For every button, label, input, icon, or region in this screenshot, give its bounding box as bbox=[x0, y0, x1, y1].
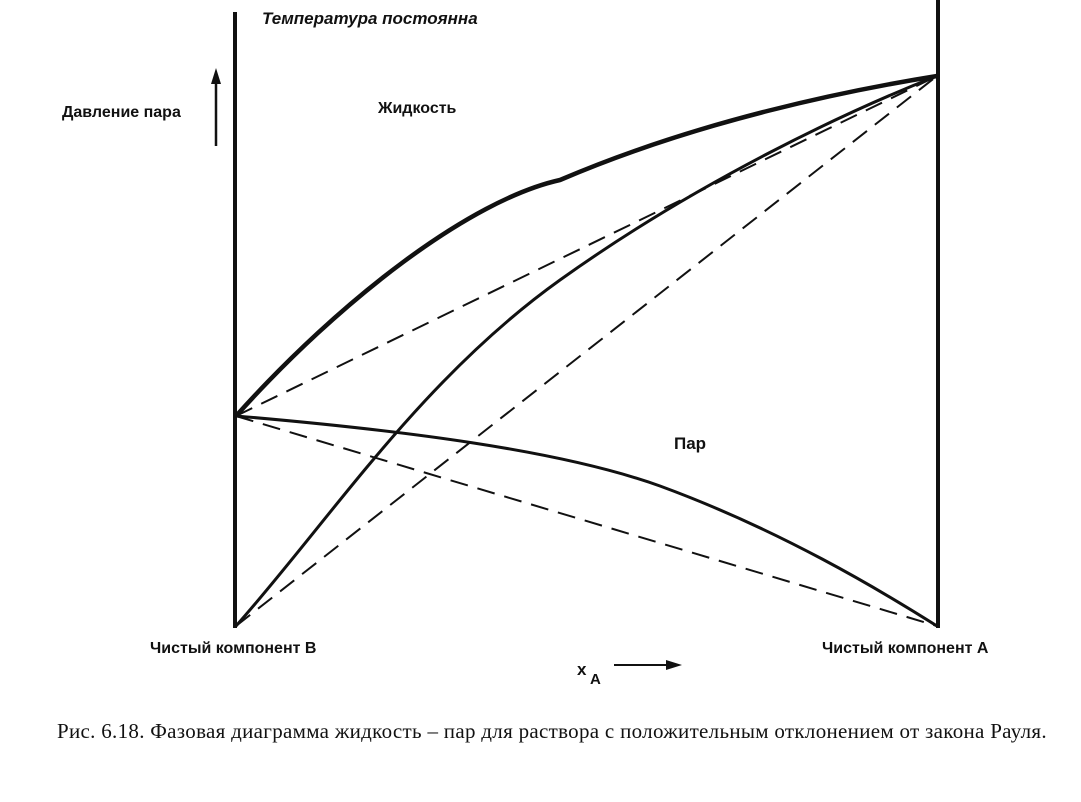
x-axis-label: x bbox=[577, 660, 587, 679]
raoult-a-line bbox=[235, 75, 938, 627]
region-liquid-label: Жидкость bbox=[377, 100, 457, 117]
right-end-label: Чистый компонент А bbox=[822, 640, 989, 657]
vapor-curve-a bbox=[234, 74, 938, 627]
liquid-curve bbox=[234, 73, 938, 418]
y-axis-arrow-head bbox=[211, 68, 221, 84]
x-axis-subscript: A bbox=[590, 671, 601, 688]
figure-caption: Рис. 6.18. Фазовая диаграмма жидкость – … bbox=[57, 719, 1047, 743]
raoult-b-line bbox=[235, 415, 938, 627]
left-end-label: Чистый компонент В bbox=[150, 640, 316, 657]
y-axis-label: Давление пара bbox=[62, 104, 181, 121]
phase-diagram: Температура постоянна Давление пара Жидк… bbox=[62, 0, 989, 688]
region-vapor-label: Пар bbox=[674, 434, 706, 453]
x-axis-arrow-head bbox=[666, 660, 682, 670]
diagram-header: Температура постоянна bbox=[262, 9, 478, 28]
vapor-curve-b bbox=[235, 414, 938, 628]
raoult-total-line bbox=[235, 75, 938, 417]
